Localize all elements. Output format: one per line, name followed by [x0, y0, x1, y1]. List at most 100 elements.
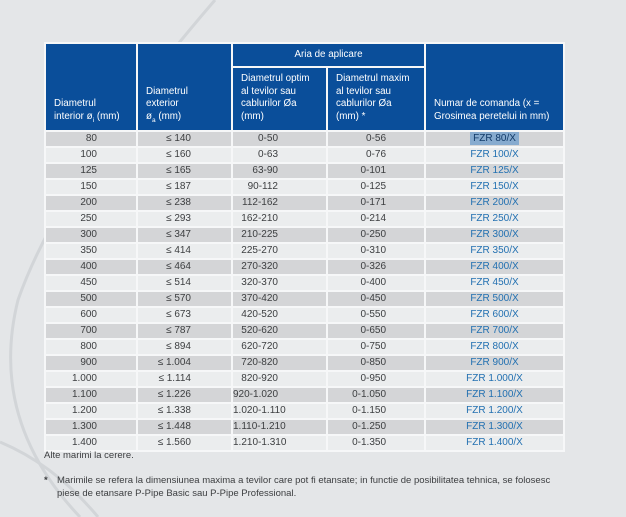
order-number-link[interactable]: FZR 100/X [470, 149, 519, 160]
header-text: exterior [146, 98, 179, 109]
col-group-header-aria-de-aplicare: Aria de aplicare [233, 44, 425, 66]
cell-diametru-maxim: 0-400 [328, 276, 425, 290]
cell-diametru-optim: 210-225 [233, 228, 326, 242]
order-number-link[interactable]: FZR 800/X [470, 341, 519, 352]
note-other-sizes: Alte marimi la cerere. [44, 450, 134, 461]
subscript-a: a [151, 116, 156, 124]
order-number-link[interactable]: FZR 1.200/X [466, 405, 523, 416]
cell-diametrul-exterior: ≤ 673 [138, 308, 231, 322]
order-number-link[interactable]: FZR 300/X [470, 229, 519, 240]
cell-numar-comanda: FZR 350/X [426, 244, 564, 258]
table-row: 1.000 ≤ 1.114 820-920 0-950 FZR 1.000/X [46, 372, 564, 386]
table-row: 250 ≤ 293 162-210 0-214 FZR 250/X [46, 212, 564, 226]
table-row: 900 ≤ 1.004 720-820 0-850 FZR 900/X [46, 356, 564, 370]
cell-numar-comanda: FZR 500/X [426, 292, 564, 306]
cell-diametrul-exterior: ≤ 347 [138, 228, 231, 242]
cell-diametru-maxim: 0-450 [328, 292, 425, 306]
table-row: 700 ≤ 787 520-620 0-650 FZR 700/X [46, 324, 564, 338]
table-row: 450 ≤ 514 320-370 0-400 FZR 450/X [46, 276, 564, 290]
cell-diametru-maxim: 0-950 [328, 372, 425, 386]
cell-diametrul-exterior: ≤ 1.114 [138, 372, 231, 386]
order-number-link[interactable]: FZR 250/X [470, 213, 519, 224]
cell-diametrul-interior: 150 [46, 180, 136, 194]
asterisk-marker: * [44, 475, 48, 486]
cell-diametrul-interior: 80 [46, 132, 136, 146]
order-number-link[interactable]: FZR 80/X [470, 132, 519, 145]
cell-diametrul-exterior: ≤ 787 [138, 324, 231, 338]
cell-numar-comanda: FZR 300/X [426, 228, 564, 242]
cell-diametru-maxim: 0-214 [328, 212, 425, 226]
footnote-line-2: piese de etansare P-Pipe Basic sau P-Pip… [57, 488, 297, 499]
cell-numar-comanda: FZR 1.300/X [426, 420, 564, 434]
cell-diametru-optim: 112-162 [233, 196, 326, 210]
cell-numar-comanda: FZR 150/X [426, 180, 564, 194]
order-number-link[interactable]: FZR 500/X [470, 293, 519, 304]
cell-diametru-optim: 420-520 [233, 308, 326, 322]
cell-diametrul-interior: 900 [46, 356, 136, 370]
cell-diametru-optim: 63-90 [233, 164, 326, 178]
col-header-diametru-maxim: Diametrul maxim al tevilor sau cablurilo… [328, 68, 425, 130]
order-number-link[interactable]: FZR 1.000/X [466, 373, 523, 384]
order-number-link[interactable]: FZR 700/X [470, 325, 519, 336]
cell-diametrul-exterior: ≤ 414 [138, 244, 231, 258]
cell-diametrul-interior: 700 [46, 324, 136, 338]
cell-diametrul-interior: 450 [46, 276, 136, 290]
cell-diametru-optim: 1.020-1.110 [233, 404, 326, 418]
order-number-link[interactable]: FZR 200/X [470, 197, 519, 208]
order-number-link[interactable]: FZR 450/X [470, 277, 519, 288]
cell-diametru-optim: 320-370 [233, 276, 326, 290]
cell-diametrul-interior: 1.100 [46, 388, 136, 402]
cell-numar-comanda: FZR 80/X [426, 132, 564, 146]
cell-diametru-optim: 920-1.020 [233, 388, 326, 402]
cell-diametru-optim: 370-420 [233, 292, 326, 306]
order-number-link[interactable]: FZR 600/X [470, 309, 519, 320]
table-row: 350 ≤ 414 225-270 0-310 FZR 350/X [46, 244, 564, 258]
cell-numar-comanda: FZR 450/X [426, 276, 564, 290]
cell-diametru-maxim: 0-1.250 [328, 420, 425, 434]
order-number-link[interactable]: FZR 900/X [470, 357, 519, 368]
cell-diametru-optim: 520-620 [233, 324, 326, 338]
cell-numar-comanda: FZR 400/X [426, 260, 564, 274]
col-header-numar-comanda: Numar de comanda (x = Grosimea peretelui… [426, 44, 564, 130]
header-text: ø [146, 110, 152, 122]
order-number-link[interactable]: FZR 400/X [470, 261, 519, 272]
header-text: (mm) [155, 110, 182, 122]
order-number-link[interactable]: FZR 1.300/X [466, 421, 523, 432]
footnote-text: Marimile se refera la dimensiunea maxima… [57, 474, 550, 500]
subscript-i: i [92, 116, 95, 124]
order-number-link[interactable]: FZR 1.100/X [466, 389, 523, 400]
cell-numar-comanda: FZR 1.000/X [426, 372, 564, 386]
cell-diametrul-exterior: ≤ 514 [138, 276, 231, 290]
order-number-link[interactable]: FZR 150/X [470, 181, 519, 192]
order-number-link[interactable]: FZR 1.400/X [466, 437, 523, 448]
table-header: Diametrul interior øi (mm) Diametrul ext… [46, 44, 564, 130]
cell-diametru-maxim: 0-171 [328, 196, 425, 210]
cell-diametrul-interior: 600 [46, 308, 136, 322]
cell-numar-comanda: FZR 250/X [426, 212, 564, 226]
cell-diametru-optim: 720-820 [233, 356, 326, 370]
cell-diametru-optim: 1.210-1.310 [233, 436, 326, 450]
cell-diametru-optim: 225-270 [233, 244, 326, 258]
cell-diametrul-exterior: ≤ 238 [138, 196, 231, 210]
cell-diametru-maxim: 0-850 [328, 356, 425, 370]
table-row: 800 ≤ 894 620-720 0-750 FZR 800/X [46, 340, 564, 354]
cell-diametru-maxim: 0-750 [328, 340, 425, 354]
cell-diametrul-interior: 500 [46, 292, 136, 306]
table-row: 500 ≤ 570 370-420 0-450 FZR 500/X [46, 292, 564, 306]
cell-diametru-optim: 162-210 [233, 212, 326, 226]
footnote: * Marimile se refera la dimensiunea maxi… [44, 474, 550, 500]
order-number-link[interactable]: FZR 350/X [470, 245, 519, 256]
order-number-link[interactable]: FZR 125/X [470, 165, 519, 176]
table-row: 1.300 ≤ 1.448 1.110-1.210 0-1.250 FZR 1.… [46, 420, 564, 434]
cell-diametru-optim: 820-920 [233, 372, 326, 386]
cell-diametrul-interior: 300 [46, 228, 136, 242]
cell-diametrul-exterior: ≤ 165 [138, 164, 231, 178]
header-text: Diametrul [146, 85, 188, 97]
spec-table-container: Diametrul interior øi (mm) Diametrul ext… [44, 42, 566, 452]
cell-diametrul-exterior: ≤ 160 [138, 148, 231, 162]
cell-diametru-maxim: 0-1.050 [328, 388, 425, 402]
header-text: Diametrul [54, 98, 96, 109]
cell-diametrul-interior: 1.400 [46, 436, 136, 450]
cell-diametrul-exterior: ≤ 1.560 [138, 436, 231, 450]
